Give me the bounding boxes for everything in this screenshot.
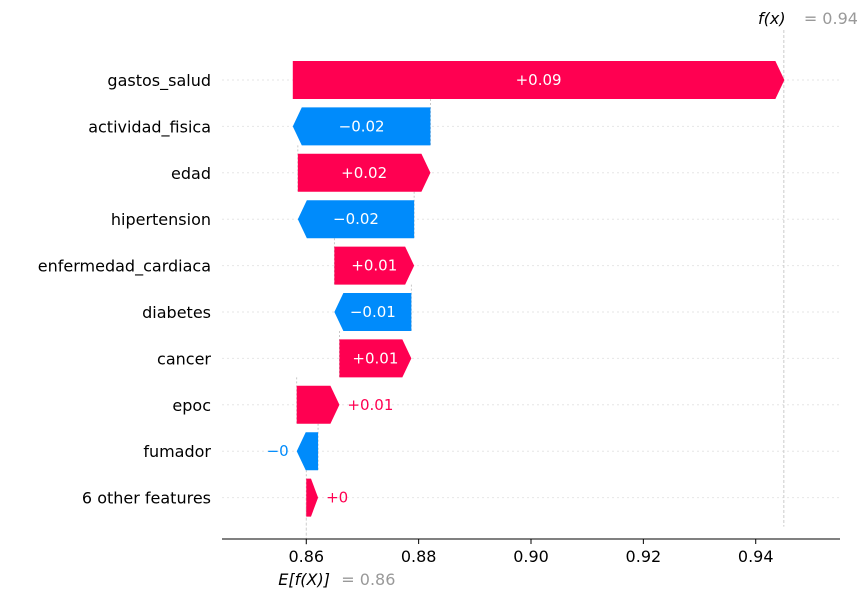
value-label: −0.01 — [350, 303, 396, 321]
feature-label: actividad_fisica — [88, 117, 211, 137]
bar-epoc — [296, 385, 340, 424]
bar-enfermedad_cardiaca — [334, 246, 415, 285]
bar-fumador — [296, 432, 319, 471]
output-value-text: = 0.945 — [804, 9, 857, 28]
value-label: +0.09 — [516, 71, 562, 89]
bar-actividad_fisica — [292, 107, 431, 146]
feature-label: edad — [171, 164, 211, 183]
bar-edad — [297, 153, 431, 192]
bar-gastos_salud — [292, 61, 785, 99]
reference-lines — [305, 30, 785, 545]
bar-diabetes — [334, 293, 412, 331]
x-tick-label: 0.86 — [288, 547, 324, 566]
feature-label: enfermedad_cardiaca — [38, 257, 211, 277]
bar-6-other-features — [306, 478, 319, 517]
bar-cancer — [339, 339, 412, 378]
value-label: −0.02 — [339, 117, 385, 135]
bar-hipertension — [297, 200, 415, 239]
annotations: f(x) = 0.945 E[f(X)] = 0.86 — [278, 9, 857, 589]
feature-label: epoc — [172, 396, 211, 415]
value-label: +0.01 — [347, 396, 393, 414]
base-value-text: = 0.86 — [341, 570, 395, 589]
x-tick-label: 0.88 — [401, 547, 437, 566]
x-tick-label: 0.90 — [513, 547, 549, 566]
x-axis: 0.86 0.88 0.90 0.92 0.94 — [222, 538, 840, 566]
value-label: −0 — [267, 442, 289, 460]
value-label: +0 — [326, 489, 348, 507]
value-label: +0.01 — [352, 349, 398, 367]
x-tick-label: 0.94 — [738, 547, 774, 566]
base-value-label: E[f(X)] — [278, 570, 330, 589]
feature-label: cancer — [157, 349, 211, 368]
value-label: +0.02 — [341, 164, 387, 182]
contribution-bars: +0.09 −0.02 +0.02 −0.02 +0.01 −0.01 +0.01 +0.01… — [267, 61, 785, 517]
value-label: +0.01 — [351, 257, 397, 275]
value-label: −0.02 — [333, 210, 379, 228]
feature-label: 6 other features — [82, 489, 211, 508]
output-value-label: f(x) — [758, 9, 786, 28]
feature-label: diabetes — [142, 303, 211, 322]
feature-label: hipertension — [111, 210, 211, 229]
x-tick-label: 0.92 — [626, 547, 662, 566]
feature-label: fumador — [143, 442, 211, 461]
feature-label: gastos_salud — [107, 71, 211, 91]
